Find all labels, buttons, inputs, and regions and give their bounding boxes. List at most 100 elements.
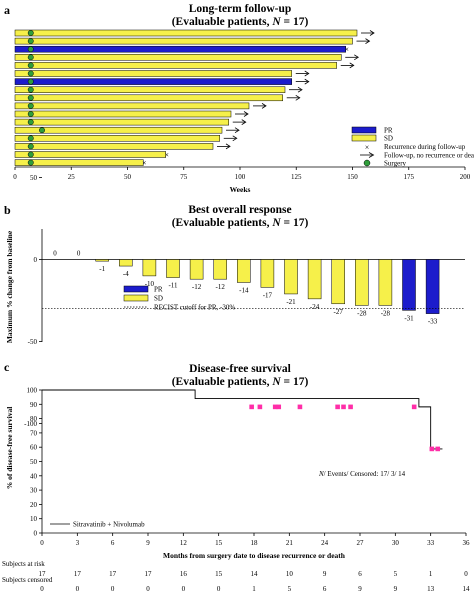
legend-b-sd-swatch xyxy=(123,294,149,302)
y-tick-label: 40 xyxy=(30,472,38,480)
x-tick-label: 25 xyxy=(68,173,76,181)
risk-censored-value: 0 xyxy=(217,585,221,592)
recurrence-marker: × xyxy=(142,158,147,167)
panel-b-legend: PR SD RECIST cutoff for PR, -30% xyxy=(123,285,235,312)
panel-a-letter: a xyxy=(4,3,10,17)
panel-a-title: Long-term follow-up xyxy=(189,3,292,15)
legend-a-recurrence-label: Recurrence during follow-up xyxy=(384,143,466,151)
patient-bar xyxy=(14,45,346,53)
bar-value-label: -1 xyxy=(99,265,105,273)
bar-value-label: -11 xyxy=(168,282,178,290)
risk-at-risk-value: 17 xyxy=(39,570,47,578)
response-bar xyxy=(355,259,369,306)
x-tick-label: 3 xyxy=(76,539,80,547)
bar-value-label: -21 xyxy=(286,298,296,306)
bar-value-label: -10 xyxy=(145,280,155,288)
x-tick-label: 9 xyxy=(146,539,150,547)
bar-value-label: -28 xyxy=(357,309,367,317)
panel-c-ylabel: % of disease-free survival xyxy=(5,407,14,490)
surgery-marker xyxy=(27,111,34,117)
follow-up-arrowhead xyxy=(261,103,267,109)
panel-c-title: Disease-free survival xyxy=(189,363,291,375)
y-tick-label: 80 xyxy=(30,415,38,423)
follow-up-arrowhead xyxy=(225,143,231,150)
risk-table-censored-label: Subjects censored xyxy=(2,576,53,584)
bar-value-label: 0 xyxy=(77,250,81,258)
y-tick-label: 50 xyxy=(30,174,38,182)
x-tick-label: 18 xyxy=(251,539,259,547)
patient-bar xyxy=(14,110,232,118)
response-bar xyxy=(166,259,180,278)
legend-b-sd-label: SD xyxy=(154,295,163,303)
bar-value-label: -27 xyxy=(334,308,344,316)
y-tick-label: 70 xyxy=(30,429,38,437)
y-tick-label: 20 xyxy=(30,501,38,509)
x-tick-label: 150 xyxy=(347,173,358,181)
patient-bar xyxy=(14,86,286,93)
risk-censored-value: 0 xyxy=(182,585,186,592)
x-tick-label: 50 xyxy=(124,173,132,181)
panel-b: b Best overall response (Evaluable patie… xyxy=(4,174,465,428)
x-tick-label: 75 xyxy=(180,173,188,181)
follow-up-arrowhead xyxy=(243,111,249,117)
legend-a-arrowhead-icon xyxy=(368,152,375,158)
x-tick-label: 100 xyxy=(235,173,246,181)
censor-mark xyxy=(341,404,346,410)
panel-c-xlabel: Months from surgery date to disease recu… xyxy=(163,551,346,560)
patient-bar xyxy=(14,70,292,77)
censor-mark xyxy=(272,404,278,410)
follow-up-arrowhead xyxy=(354,54,360,61)
panel-a-xlabel: Weeks xyxy=(230,185,251,194)
risk-censored-value: 5 xyxy=(288,585,292,592)
response-bar xyxy=(307,259,322,300)
panel-b-y-ticks: 50 0 -50 -100 xyxy=(24,174,42,428)
risk-at-risk-value: 6 xyxy=(358,570,362,578)
patient-bar xyxy=(14,94,283,102)
x-tick-label: 27 xyxy=(357,539,365,547)
censor-mark xyxy=(257,404,263,410)
follow-up-arrowhead xyxy=(241,119,247,125)
patient-bar xyxy=(14,118,229,126)
bar-value-label: -28 xyxy=(381,309,391,317)
km-survival-curve xyxy=(42,389,443,450)
panel-b-subtitle: (Evaluable patients, N = 17) xyxy=(172,217,309,229)
patient-bar xyxy=(14,29,358,37)
panel-b-plot: 0 0 -1 -4 -10 -11 -12 -12 -14 -17 -21 -24 -27 -28 -28 -… xyxy=(42,250,465,326)
patient-bar xyxy=(14,78,292,85)
patient-bar xyxy=(14,54,342,61)
legend-a-pr-label: PR xyxy=(384,127,393,135)
risk-censored-value: 0 xyxy=(40,585,44,592)
panel-c-events-text: N/ Events/ Censored: 17/ 3/ 14 xyxy=(318,470,406,478)
surgery-marker xyxy=(39,127,45,134)
x-tick-label: 33 xyxy=(427,539,435,547)
risk-censored-value: 0 xyxy=(111,585,115,592)
x-tick-label: 21 xyxy=(286,539,294,547)
x-tick-label: 175 xyxy=(404,173,415,181)
y-tick-label: 10 xyxy=(30,515,38,523)
surgery-marker xyxy=(27,119,34,126)
panel-a-legend: PR SD × Recurrence during follow-up Foll… xyxy=(351,127,474,168)
risk-censored-value: 9 xyxy=(358,585,362,592)
patient-bar xyxy=(14,102,250,110)
legend-b-pr-swatch xyxy=(123,285,149,293)
patient-bar xyxy=(14,151,166,158)
surgery-marker xyxy=(27,30,34,36)
bar-value-label: -12 xyxy=(192,283,202,291)
risk-at-risk-value: 9 xyxy=(323,570,327,578)
panel-a: a Long-term follow-up (Evaluable patient… xyxy=(4,3,474,194)
legend-a-surgery-label: Surgery xyxy=(384,160,407,168)
risk-at-risk-value: 5 xyxy=(394,570,398,578)
risk-at-risk-value: 16 xyxy=(180,570,188,578)
legend-a-recurrence-icon: × xyxy=(365,143,370,152)
panel-c-plot xyxy=(42,389,443,452)
follow-up-arrowhead xyxy=(234,127,240,134)
risk-censored-value: 13 xyxy=(427,585,435,592)
response-bar xyxy=(237,259,251,283)
recurrence-marker: × xyxy=(344,45,349,54)
censor-mark xyxy=(335,404,340,410)
x-tick-label: 0 xyxy=(13,173,17,181)
x-tick-label: 36 xyxy=(463,539,471,547)
surgery-marker xyxy=(27,135,34,142)
patient-bar xyxy=(14,37,353,45)
